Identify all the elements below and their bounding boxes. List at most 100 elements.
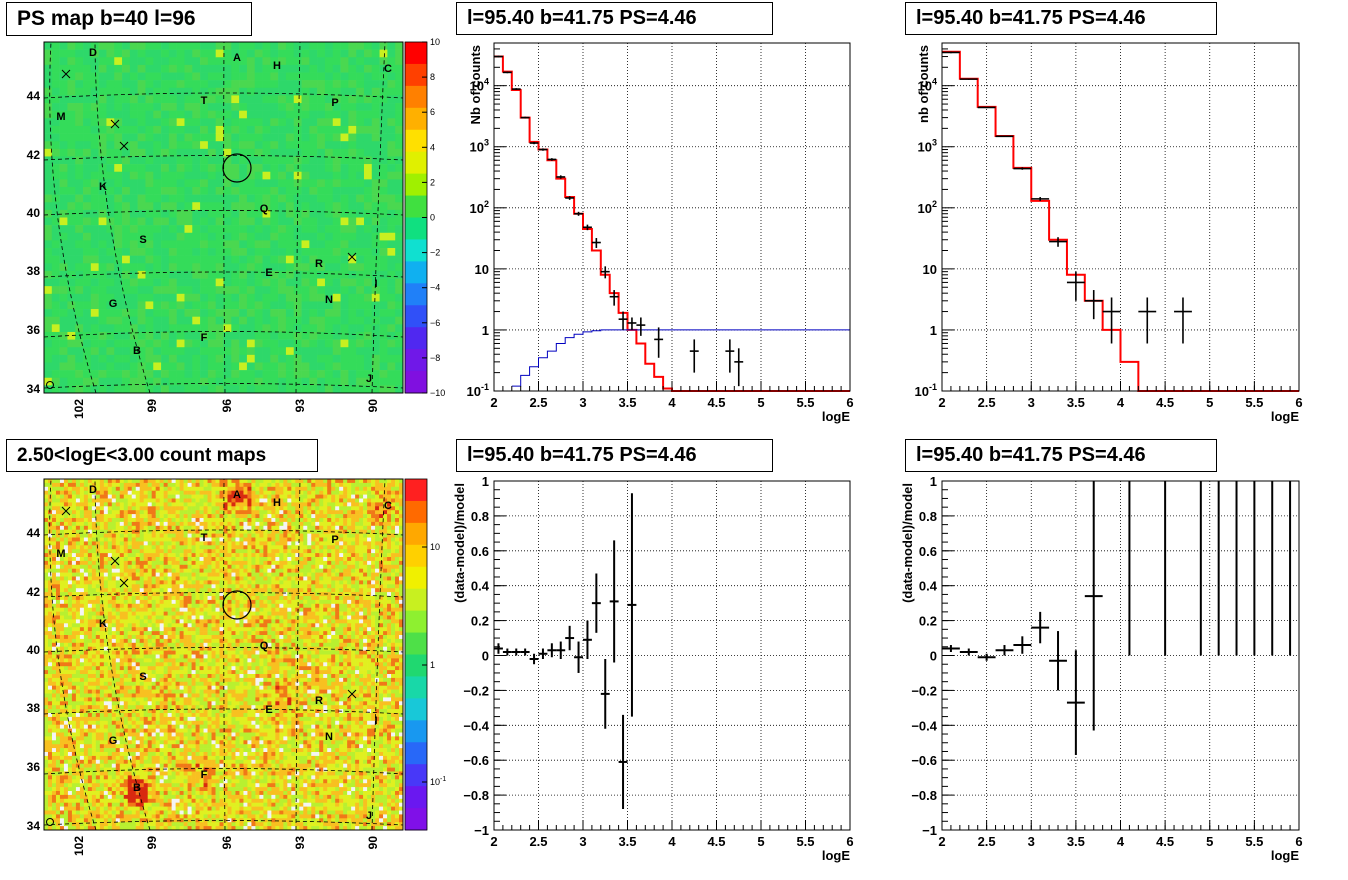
map-pixel — [92, 619, 96, 623]
map-pixel — [76, 748, 80, 752]
map-pixel — [136, 483, 140, 487]
map-pixel — [317, 126, 325, 134]
map-pixel — [68, 518, 72, 522]
map-pixel — [247, 187, 255, 195]
map-pixel — [153, 50, 161, 58]
map-pixel — [72, 604, 76, 608]
map-pixel — [239, 378, 247, 386]
map-pixel — [68, 643, 72, 647]
map-pixel — [224, 286, 232, 294]
map-pixel — [372, 309, 380, 317]
map-pixel — [48, 775, 52, 779]
map-pixel — [286, 271, 294, 279]
map-pixel — [96, 729, 100, 733]
map-pixel — [124, 709, 128, 713]
map-pixel — [44, 787, 48, 791]
map-pixel — [112, 666, 116, 670]
map-pixel — [132, 705, 136, 709]
map-pixel — [64, 811, 68, 815]
map-pixel — [278, 202, 286, 210]
map-pixel — [116, 604, 120, 608]
map-pixel — [148, 822, 152, 826]
map-pixel — [124, 588, 128, 592]
map-pixel — [333, 126, 341, 134]
map-pixel — [161, 80, 169, 88]
map-pixel — [122, 118, 130, 126]
map-pixel — [208, 256, 216, 264]
map-pixel — [224, 80, 232, 88]
map-pixel — [263, 378, 271, 386]
map-pixel — [270, 256, 278, 264]
map-pixel — [325, 172, 333, 180]
map-pixel — [231, 263, 239, 271]
map-pixel — [124, 608, 128, 612]
map-pixel — [263, 347, 271, 355]
map-pixel — [132, 584, 136, 588]
map-pixel — [44, 584, 48, 588]
map-pixel — [106, 42, 114, 50]
map-pixel — [364, 88, 372, 96]
map-pixel — [116, 545, 120, 549]
map-pixel — [333, 340, 341, 348]
map-pixel — [104, 764, 108, 768]
map-pixel — [255, 294, 263, 302]
map-pixel — [114, 172, 122, 180]
map-pixel — [333, 355, 341, 363]
map-pixel — [263, 118, 271, 126]
map-pixel — [333, 286, 341, 294]
map-pixel — [294, 332, 302, 340]
map-pixel — [130, 248, 138, 256]
map-pixel — [84, 545, 88, 549]
map-pixel — [130, 126, 138, 134]
map-pixel — [104, 526, 108, 530]
map-pixel — [56, 803, 60, 807]
map-pixel — [255, 187, 263, 195]
map-pixel — [136, 506, 140, 510]
map-pixel — [44, 709, 48, 713]
map-pixel — [72, 518, 76, 522]
map-pixel — [128, 779, 132, 783]
map-pixel — [356, 317, 364, 325]
map-pixel — [76, 811, 80, 815]
map-pixel — [84, 694, 88, 698]
map-pixel — [84, 565, 88, 569]
map-pixel — [84, 811, 88, 815]
map-pixel — [108, 682, 112, 686]
map-pixel — [112, 768, 116, 772]
map-pixel — [68, 530, 72, 534]
map-pixel — [239, 195, 247, 203]
map-pixel — [136, 538, 140, 542]
map-pixel — [64, 690, 68, 694]
map-pixel — [106, 340, 114, 348]
map-pixel — [153, 385, 161, 393]
map-pixel — [192, 248, 200, 256]
map-pixel — [148, 506, 152, 510]
map-pixel — [144, 479, 148, 483]
map-pixel — [325, 42, 333, 50]
map-pixel — [333, 172, 341, 180]
map-pixel — [132, 721, 136, 725]
map-pixel — [138, 195, 146, 203]
map-pixel — [92, 729, 96, 733]
map-pixel — [132, 557, 136, 561]
map-pixel — [208, 240, 216, 248]
map-pixel — [144, 619, 148, 623]
map-pixel — [48, 795, 52, 799]
map-pixel — [184, 179, 192, 187]
map-pixel — [72, 686, 76, 690]
map-pixel — [200, 248, 208, 256]
map-pixel — [286, 80, 294, 88]
map-pixel — [263, 73, 271, 81]
map-pixel — [161, 263, 169, 271]
map-pixel — [112, 705, 116, 709]
map-pixel — [192, 95, 200, 103]
map-pixel — [76, 553, 80, 557]
map-pixel — [92, 592, 96, 596]
map-pixel — [112, 518, 116, 522]
map-pixel — [88, 545, 92, 549]
map-pixel — [128, 651, 132, 655]
map-pixel — [356, 347, 364, 355]
map-pixel — [144, 717, 148, 721]
map-pixel — [270, 301, 278, 309]
map-pixel — [64, 577, 68, 581]
